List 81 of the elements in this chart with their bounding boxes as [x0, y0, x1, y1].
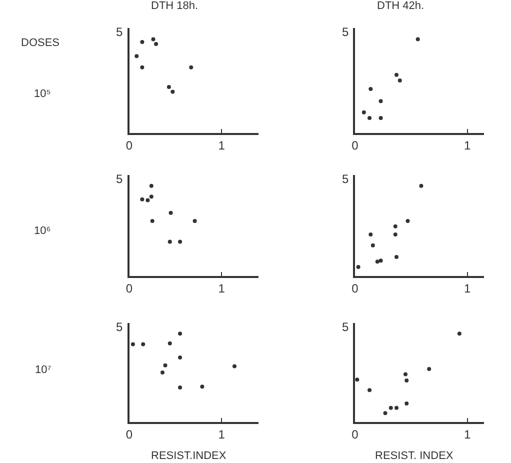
x-tick-label: 1 [464, 427, 471, 442]
text: 5 [116, 172, 123, 186]
point [362, 110, 366, 114]
point [130, 342, 135, 346]
point [368, 388, 372, 392]
point [149, 184, 154, 188]
y-axis-title: 10⁵ [34, 88, 51, 100]
y-axis-title: 10⁷ [35, 364, 52, 376]
point [232, 364, 236, 368]
text: 5 [342, 172, 349, 186]
x-tick-label: 0 [126, 427, 133, 442]
point [388, 406, 393, 410]
point [140, 40, 144, 44]
point [168, 240, 172, 244]
point [192, 218, 197, 223]
point [149, 194, 154, 199]
point [427, 366, 432, 371]
y-axis-title: 10⁶ [34, 225, 51, 237]
point [393, 224, 398, 228]
chart-title: DTH 42h. [377, 0, 424, 12]
point [368, 86, 373, 91]
point [375, 260, 380, 264]
text: 5 [116, 320, 123, 334]
point [404, 401, 409, 406]
point [368, 232, 373, 237]
x-tick-label: 1 [464, 281, 471, 296]
point [151, 37, 156, 42]
point [403, 372, 408, 376]
point [178, 240, 182, 244]
point [416, 37, 420, 42]
point [370, 243, 375, 248]
point [178, 355, 182, 360]
point [394, 255, 398, 260]
x-axis-title: RESIST. INDEX [375, 450, 454, 462]
point [378, 258, 383, 263]
point [163, 363, 168, 368]
point [457, 332, 462, 336]
point [200, 384, 204, 389]
point [168, 210, 173, 215]
point [140, 65, 144, 70]
point [419, 184, 424, 188]
point [378, 99, 383, 104]
point [355, 378, 360, 382]
x-tick-label: 0 [126, 281, 133, 296]
point [166, 85, 171, 90]
point [383, 411, 388, 416]
point [141, 342, 146, 346]
point [154, 42, 158, 46]
x-tick-label: 1 [218, 138, 226, 152]
text: 5 [116, 25, 123, 39]
point [394, 72, 398, 77]
x-tick-label: 0 [126, 138, 133, 152]
point [368, 116, 372, 120]
point [134, 54, 139, 58]
point [170, 90, 175, 94]
point [398, 78, 402, 82]
point [140, 197, 144, 202]
text: DOSES [21, 37, 60, 49]
x-axis-title: RESIST.INDEX [151, 450, 227, 462]
point [394, 406, 398, 410]
point [393, 232, 398, 237]
text: 5 [342, 25, 349, 39]
point [378, 116, 383, 120]
point [160, 370, 164, 374]
point [178, 332, 182, 336]
point [178, 386, 182, 390]
point [406, 218, 410, 223]
x-tick-label: 0 [352, 281, 359, 296]
point [168, 341, 172, 346]
x-tick-label: 0 [352, 138, 359, 152]
x-tick-label: 1 [464, 138, 471, 152]
x-tick-label: 1 [218, 281, 226, 296]
point [189, 65, 194, 70]
x-tick-label: 1 [218, 427, 226, 442]
x-tick-label: 0 [352, 427, 359, 442]
point [150, 218, 154, 223]
point [146, 198, 150, 202]
chart-title: DTH 18h. [151, 0, 198, 12]
point [356, 264, 360, 269]
point [404, 378, 409, 382]
text: 5 [342, 320, 349, 334]
